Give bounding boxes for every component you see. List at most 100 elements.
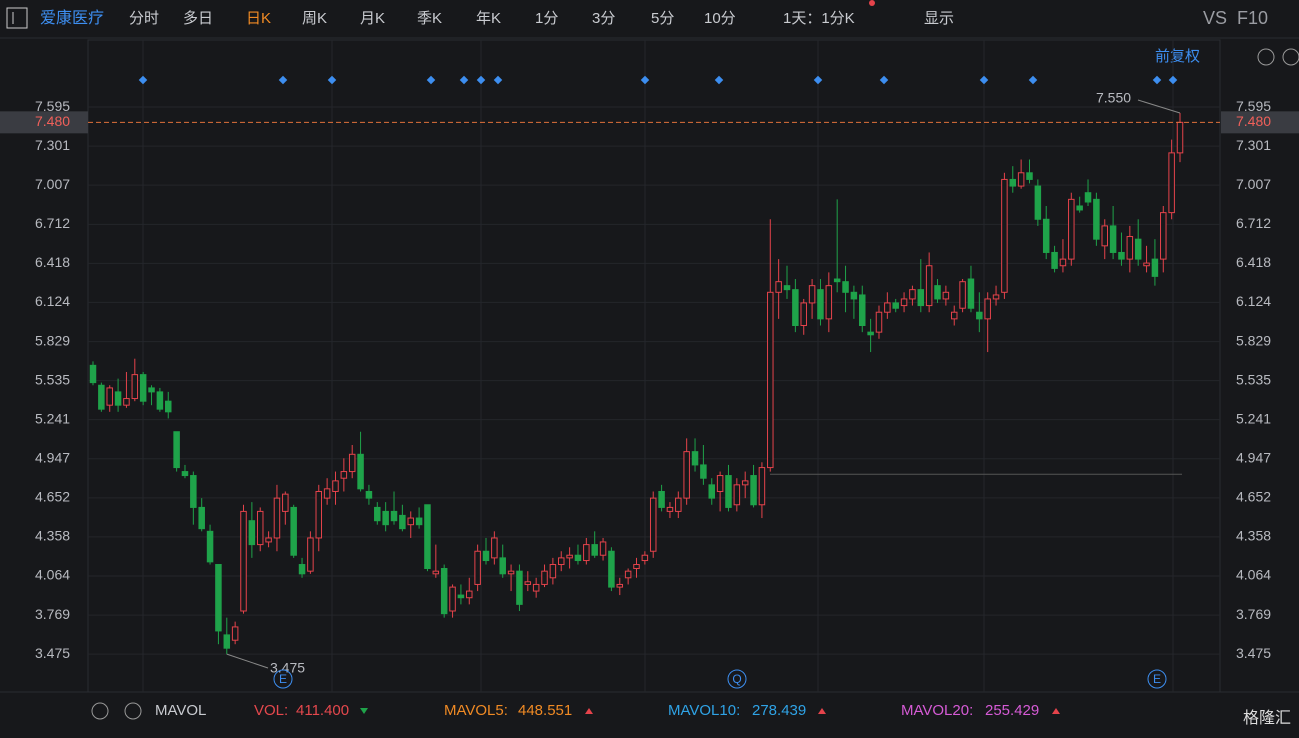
candle-body [240, 510, 247, 612]
candle-body [282, 493, 289, 512]
y-tick-label: 7.301 [35, 137, 70, 153]
candle-body [683, 451, 690, 499]
event-marker [459, 75, 469, 85]
candle-body [499, 557, 506, 575]
candle-body [959, 281, 966, 309]
adjust-mode[interactable]: 前复权 [1155, 47, 1200, 65]
period-tab[interactable]: 季K [417, 10, 442, 27]
candle-body [507, 570, 515, 575]
candle-body [357, 453, 364, 490]
candle-body [1009, 178, 1017, 187]
trend-arrow [1052, 708, 1060, 714]
logo: 格隆汇 [1243, 709, 1291, 727]
candle-body [608, 550, 615, 588]
zoom-in[interactable] [1282, 48, 1299, 66]
period-tab[interactable]: 多日 [183, 10, 213, 27]
period-tab[interactable]: 年K [476, 10, 501, 27]
candle-body [666, 506, 674, 512]
candle-body [557, 557, 565, 566]
candle-body [181, 471, 189, 477]
y-tick-label: 4.947 [35, 449, 70, 465]
y-tick-label-right: 5.241 [1236, 410, 1271, 426]
indicator-value: 278.439 [752, 702, 806, 719]
candle-body [165, 400, 172, 413]
event-marker [493, 75, 503, 85]
event-badge-label: Q [732, 672, 741, 686]
event-marker [327, 75, 337, 85]
y-tick-label: 6.712 [35, 215, 70, 231]
high-leader [1137, 99, 1181, 114]
period-select[interactable]: 1天：1分K [783, 10, 855, 27]
candle-body [457, 594, 465, 599]
candle-body [1101, 225, 1108, 247]
candle-body [583, 544, 590, 562]
candle-body [432, 570, 440, 575]
y-tick-label-right: 5.829 [1236, 332, 1271, 348]
candle-body [725, 475, 732, 508]
event-badge[interactable] [727, 669, 747, 689]
candle-body [875, 311, 883, 333]
last-price-label-right: 7.480 [1236, 113, 1271, 129]
period-tab[interactable]: 日K [246, 10, 271, 27]
indicator-name[interactable]: MAVOL [155, 702, 206, 719]
period-tab[interactable]: 3分 [592, 10, 615, 27]
candle-body [750, 475, 757, 506]
period-tab[interactable]: 周K [302, 10, 327, 27]
period-tab[interactable]: 月K [360, 10, 385, 27]
settings-icon[interactable] [91, 702, 109, 720]
event-marker [278, 75, 288, 85]
trend-arrow [360, 708, 368, 714]
trend-arrow [818, 708, 826, 714]
y-tick-label-right: 3.769 [1236, 606, 1271, 622]
y-tick-label: 7.007 [35, 176, 70, 192]
stock-name[interactable]: 爱康医疗 [40, 9, 104, 27]
close-icon[interactable] [124, 702, 142, 720]
event-badge[interactable] [273, 669, 293, 689]
y-tick-label: 4.358 [35, 528, 70, 544]
trend-arrow [585, 708, 593, 714]
candle-body [984, 298, 991, 320]
candle-body [273, 497, 281, 539]
candle-body [708, 484, 716, 499]
candle-body [850, 291, 858, 300]
period-tab[interactable]: 1分 [535, 10, 558, 27]
low-leader [226, 653, 269, 669]
vs-button[interactable]: VS [1203, 8, 1227, 28]
candle-body [859, 294, 866, 326]
indicator-label: MAVOL10: [668, 702, 740, 719]
candle-body [516, 570, 523, 605]
period-tab[interactable]: 10分 [704, 10, 736, 27]
y-tick-label-right: 7.595 [1236, 98, 1271, 114]
last-price-box-right [1221, 111, 1299, 134]
candle-body [733, 484, 741, 506]
last-price-label: 7.480 [35, 113, 70, 129]
candle-body [925, 265, 933, 307]
period-tab[interactable]: 5分 [651, 10, 674, 27]
display-menu[interactable]: 显示 [924, 10, 954, 27]
period-tab[interactable]: 分时 [129, 10, 159, 27]
y-tick-label: 3.769 [35, 606, 70, 622]
f10-button[interactable]: F10 [1237, 8, 1268, 28]
candle-body [1001, 178, 1008, 293]
candle-body [1017, 172, 1025, 187]
candle-body [190, 475, 197, 508]
candle-body [1059, 258, 1067, 267]
y-tick-label-right: 7.007 [1236, 176, 1271, 192]
candle-body [950, 311, 958, 320]
candle-body [842, 281, 849, 293]
candle-body [909, 289, 916, 300]
candle-body [89, 364, 97, 384]
candle-body [415, 517, 423, 526]
y-tick-label-right: 6.124 [1236, 293, 1271, 309]
y-tick-label-right: 6.712 [1236, 215, 1271, 231]
candle-body [1168, 152, 1175, 214]
y-tick-label: 4.652 [35, 489, 70, 505]
zoom-out[interactable] [1257, 48, 1275, 66]
y-tick-label-right: 5.535 [1236, 371, 1271, 387]
candle-body [424, 504, 431, 570]
menu-icon[interactable] [6, 7, 28, 29]
candle-body [1109, 225, 1117, 253]
event-badge[interactable] [1147, 669, 1167, 689]
candle-body [1160, 212, 1167, 260]
